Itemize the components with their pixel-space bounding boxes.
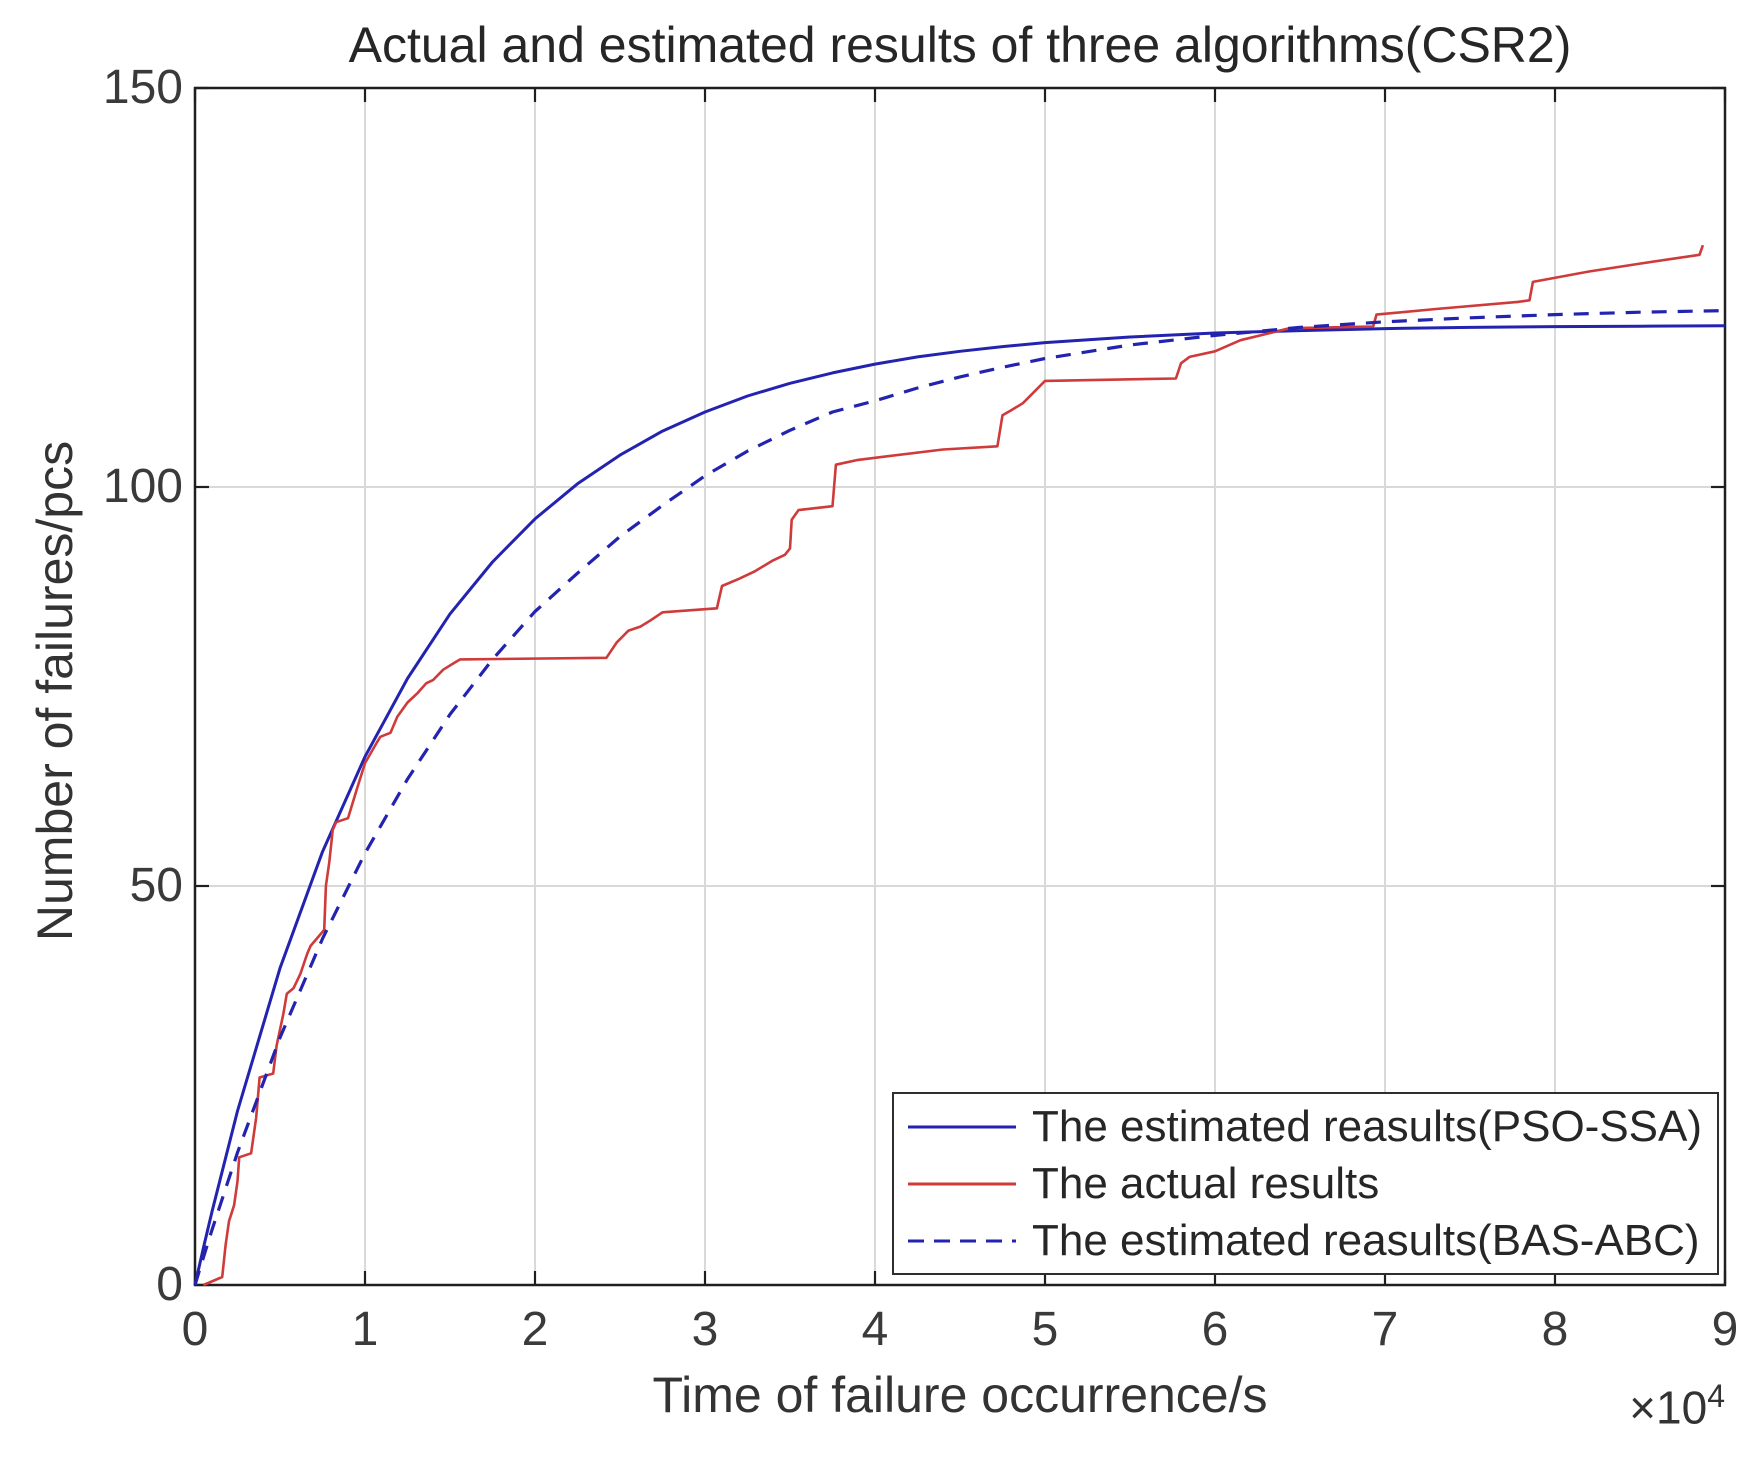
series-line-pso-ssa (193, 324, 1726, 1286)
x-tick-label: 4 (861, 1303, 889, 1356)
x-axis-multiplier-exponent: 4 (1707, 1378, 1725, 1414)
legend-label-pso-ssa: The estimated reasults(PSO-SSA) (1032, 1101, 1703, 1151)
legend-line-sample-solid-blue (908, 1125, 1016, 1128)
plot-border (193, 86, 1727, 1287)
series-line-actual (202, 244, 1705, 1287)
y-tick-label: 50 (129, 859, 183, 912)
x-tick-label: 0 (181, 1303, 209, 1356)
y-tick-label: 100 (102, 460, 183, 513)
y-tick-label: 150 (102, 61, 183, 114)
legend-label-bas-abc: The estimated reasults(BAS-ABC) (1032, 1215, 1700, 1265)
x-tick-label: 1 (351, 1303, 379, 1356)
y-axis-label: Number of failures/pcs (27, 440, 83, 942)
legend-item-actual: The actual results (894, 1155, 1717, 1212)
legend-item-bas-abc: The estimated reasults(BAS-ABC) (894, 1212, 1717, 1269)
x-tick-label: 9 (1711, 1303, 1739, 1356)
x-tick-label: 2 (521, 1303, 549, 1356)
legend-item-pso-ssa: The estimated reasults(PSO-SSA) (894, 1098, 1717, 1155)
legend: The estimated reasults(PSO-SSA) The actu… (892, 1092, 1719, 1275)
legend-label-actual: The actual results (1032, 1158, 1380, 1208)
x-tick-label: 3 (691, 1303, 719, 1356)
y-tick-label: 0 (156, 1258, 183, 1311)
x-tick-label: 6 (1201, 1303, 1229, 1356)
x-axis-multiplier-base: ×10 (1629, 1381, 1708, 1434)
legend-line-sample-solid-red (908, 1182, 1016, 1185)
x-axis-multiplier: ×104 (1450, 1378, 1725, 1434)
x-axis-label: Time of failure occurrence/s (652, 1367, 1268, 1423)
x-tick-label: 7 (1371, 1303, 1399, 1356)
x-tick-label: 5 (1031, 1303, 1059, 1356)
x-tick-label: 8 (1541, 1303, 1569, 1356)
series-line-bas-abc (193, 309, 1726, 1286)
legend-line-sample-dashed-blue (908, 1239, 1016, 1242)
chart-title: Actual and estimated results of three al… (348, 17, 1572, 73)
